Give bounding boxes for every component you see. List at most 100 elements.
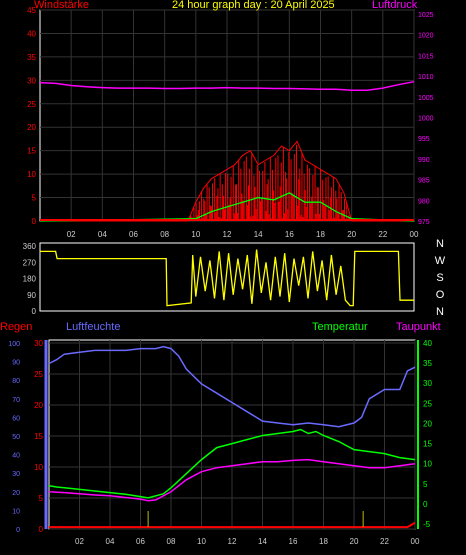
pressure-tick-label: 1005 (418, 95, 434, 102)
wind-x-tick-label: 10 (191, 230, 200, 239)
humidity-tick-label: 80 (12, 378, 20, 385)
pressure-tick-label: 995 (418, 136, 430, 143)
wind-x-tick-label: 08 (160, 230, 169, 239)
pressure-tick-label: 1025 (418, 12, 434, 19)
legend-rain: Regen (0, 321, 33, 333)
rain-tick-label: 15 (34, 432, 43, 441)
direction-tick-label: 90 (27, 291, 36, 300)
humidity-tick-label: 40 (12, 453, 20, 460)
temperature-tick-label: -5 (423, 520, 431, 529)
temperature-line (48, 428, 416, 499)
temperature-tick-label: 25 (423, 399, 432, 408)
wind-x-tick-label: 02 (67, 230, 76, 239)
legend-temperature: Temperatur (312, 321, 368, 333)
temperature-tick-label: 40 (423, 339, 432, 348)
humidity-tick-label: 20 (12, 490, 20, 497)
wind-x-tick-label: 18 (316, 230, 325, 239)
rain-tick-label: 0 (39, 525, 44, 534)
humidity-tick-label: 100 (8, 341, 20, 348)
rain-tick-label: 5 (39, 494, 44, 503)
wind-axis-label: Windstärke (34, 0, 90, 11)
legend-humidity: Luftfeuchte (66, 321, 121, 333)
compass-label: S (436, 272, 443, 284)
wind-tick-label: 15 (27, 147, 36, 156)
pressure-tick-label: 1010 (418, 74, 434, 81)
wind-x-tick-label: 04 (98, 230, 107, 239)
humidity-tick-label: 60 (12, 415, 20, 422)
temperature-tick-label: 30 (423, 379, 432, 388)
climate-x-tick-label: 08 (167, 537, 176, 546)
pressure-tick-label: 985 (418, 178, 430, 185)
pressure-line (39, 80, 415, 91)
wind-average-line (39, 192, 415, 222)
temperature-tick-label: 5 (423, 480, 428, 489)
humidity-tick-label: 0 (16, 527, 20, 534)
temperature-tick-label: 10 (423, 460, 432, 469)
climate-x-tick-label: 10 (197, 537, 206, 546)
compass-label: N (436, 306, 444, 318)
wind-tick-label: 25 (27, 100, 36, 109)
wind-tick-label: 35 (27, 53, 36, 62)
temperature-tick-label: 20 (423, 419, 432, 428)
humidity-tick-label: 90 (12, 360, 20, 367)
climate-x-tick-label: 12 (228, 537, 237, 546)
humidity-tick-label: 70 (12, 397, 20, 404)
wind-x-tick-label: 22 (378, 230, 387, 239)
pressure-tick-label: 975 (418, 219, 430, 226)
temperature-tick-label: 0 (423, 500, 428, 509)
wind-x-tick-label: 20 (347, 230, 356, 239)
pressure-tick-label: 1020 (418, 33, 434, 40)
wind-speed-line (40, 140, 414, 222)
compass-label: N (436, 238, 444, 250)
wind-tick-label: 45 (27, 6, 36, 15)
direction-tick-label: 0 (32, 307, 37, 316)
direction-tick-label: 180 (23, 275, 37, 284)
climate-x-tick-label: 00 (411, 537, 420, 546)
wind-tick-label: 30 (27, 76, 36, 85)
chart-title: 24 hour graph day : 20 April 2025 (172, 0, 335, 11)
wind-direction-line (40, 249, 414, 307)
rain-tick-label: 20 (34, 401, 43, 410)
wind-x-tick-label: 00 (410, 230, 419, 239)
wind-x-tick-label: 14 (254, 230, 263, 239)
compass-label: O (436, 289, 445, 301)
wind-x-tick-label: 06 (129, 230, 138, 239)
compass-label: W (435, 255, 446, 267)
climate-x-tick-label: 06 (136, 537, 145, 546)
direction-panel-frame (39, 242, 415, 312)
pressure-tick-label: 980 (418, 198, 430, 205)
humidity-tick-label: 50 (12, 434, 20, 441)
climate-x-tick-label: 04 (106, 537, 115, 546)
climate-x-tick-label: 22 (380, 537, 389, 546)
wind-tick-label: 10 (27, 170, 36, 179)
pressure-tick-label: 990 (418, 157, 430, 164)
temperature-tick-label: 35 (423, 359, 432, 368)
wind-tick-label: 5 (32, 194, 37, 203)
humidity-tick-label: 10 (12, 508, 20, 515)
pressure-tick-label: 1000 (418, 116, 434, 123)
rain-tick-label: 25 (34, 370, 43, 379)
rain-tick-label: 10 (34, 463, 43, 472)
pressure-axis-label: Luftdruck (372, 0, 418, 11)
humidity-tick-label: 30 (12, 471, 20, 478)
temperature-tick-label: 15 (423, 440, 432, 449)
climate-x-tick-label: 14 (258, 537, 267, 546)
climate-x-tick-label: 16 (289, 537, 298, 546)
legend-dewpoint: Taupunkt (396, 321, 441, 333)
wind-x-tick-label: 12 (223, 230, 232, 239)
humidity-line (48, 345, 416, 428)
pressure-tick-label: 1015 (418, 53, 434, 60)
wind-x-tick-label: 16 (285, 230, 294, 239)
direction-tick-label: 360 (23, 242, 37, 251)
rain-line (49, 521, 416, 529)
climate-x-tick-label: 18 (319, 537, 328, 546)
rain-tick-label: 30 (34, 339, 43, 348)
climate-x-tick-label: 02 (75, 537, 84, 546)
wind-tick-label: 0 (32, 217, 37, 226)
dewpoint-line (48, 458, 416, 502)
wind-tick-label: 20 (27, 123, 36, 132)
climate-x-tick-label: 20 (350, 537, 359, 546)
wind-tick-label: 40 (27, 29, 36, 38)
direction-tick-label: 270 (23, 258, 37, 267)
